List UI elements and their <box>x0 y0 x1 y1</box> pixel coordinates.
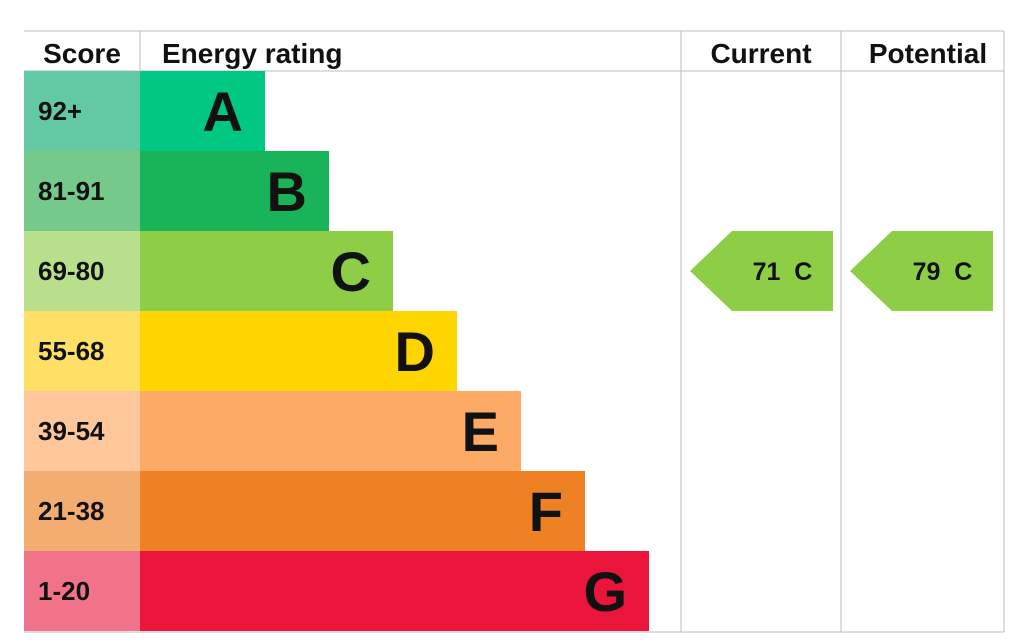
band-a: 92+ A <box>24 71 265 151</box>
band-b-bar <box>140 151 329 231</box>
score-header: Score <box>43 38 121 69</box>
band-e-bar <box>140 391 521 471</box>
band-g-score-label: 1-20 <box>38 576 90 606</box>
band-a-score-label: 92+ <box>38 96 82 126</box>
potential-rating-marker-arrow <box>850 231 993 311</box>
band-f-letter: F <box>529 480 563 543</box>
rating-bands: 92+ A 81-91 B 69-80 C 55-68 D 39-54 E 21-38 F 1-20 G <box>24 71 649 631</box>
header-row: Score Energy rating Current Potential <box>43 38 987 69</box>
band-f: 21-38 F <box>24 471 585 551</box>
energy-rating-header: Energy rating <box>162 38 342 69</box>
band-c-letter: C <box>331 240 371 303</box>
band-g-letter: G <box>583 560 627 623</box>
band-e: 39-54 E <box>24 391 521 471</box>
band-e-letter: E <box>462 400 499 463</box>
potential-rating-marker-label: 79 C <box>913 258 973 286</box>
band-d-score-cell <box>24 311 140 391</box>
potential-header: Potential <box>869 38 987 69</box>
current-rating-marker-arrow <box>690 231 833 311</box>
potential-rating-marker: 79 C <box>850 231 993 311</box>
band-g-score-cell <box>24 551 140 631</box>
band-f-score-label: 21-38 <box>38 496 105 526</box>
band-f-score-cell <box>24 471 140 551</box>
band-c-score-label: 69-80 <box>38 256 105 286</box>
band-d-score-label: 55-68 <box>38 336 105 366</box>
band-e-score-cell <box>24 391 140 471</box>
band-g: 1-20 G <box>24 551 649 631</box>
band-b-letter: B <box>267 160 307 223</box>
band-a-score-cell <box>24 71 140 151</box>
band-a-bar <box>140 71 265 151</box>
current-rating-marker-label: 71 C <box>753 258 813 286</box>
current-rating-marker: 71 C <box>690 231 833 311</box>
band-c-bar <box>140 231 393 311</box>
rating-markers: 71 C 79 C <box>690 231 993 311</box>
band-c-score-cell <box>24 231 140 311</box>
band-b-score-cell <box>24 151 140 231</box>
band-b-score-label: 81-91 <box>38 176 105 206</box>
band-b: 81-91 B <box>24 151 329 231</box>
band-d-letter: D <box>395 320 435 383</box>
band-g-bar <box>140 551 649 631</box>
band-f-bar <box>140 471 585 551</box>
current-header: Current <box>710 38 811 69</box>
band-c: 69-80 C <box>24 231 393 311</box>
band-d-bar <box>140 311 457 391</box>
band-a-letter: A <box>203 80 243 143</box>
band-e-score-label: 39-54 <box>38 416 105 446</box>
band-d: 55-68 D <box>24 311 457 391</box>
